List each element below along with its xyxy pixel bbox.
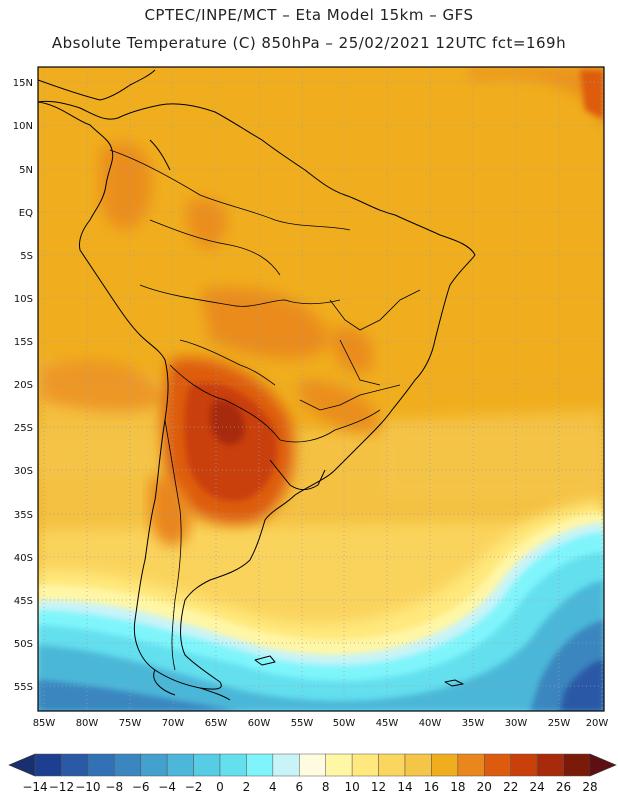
colorbar-label: 24 <box>530 780 545 794</box>
lat-label: 35S <box>14 510 33 521</box>
colorbar-swatch <box>114 753 141 777</box>
map-frame <box>37 66 605 712</box>
lon-label: 45W <box>376 718 399 729</box>
colorbar-min-arrow <box>8 753 36 777</box>
colorbar-label: 22 <box>503 780 518 794</box>
lon-label: 70W <box>162 718 185 729</box>
colorbar-swatch <box>484 753 511 777</box>
colorbar-swatch <box>536 753 564 777</box>
lon-label: 25W <box>548 718 571 729</box>
colorbar-label: 12 <box>371 780 386 794</box>
lon-label: 80W <box>76 718 99 729</box>
colorbar-max-arrow <box>589 753 617 777</box>
colorbar-label: 6 <box>295 780 303 794</box>
lat-label: 15S <box>14 337 33 348</box>
colorbar-label: 4 <box>269 780 277 794</box>
latitude-axis: 15N 10N 5N EQ 5S 10S 15S 20S 25S 30S 35S… <box>13 78 33 693</box>
lat-label: 5S <box>20 251 33 262</box>
lat-label: 40S <box>14 553 33 564</box>
coastline <box>38 69 476 701</box>
lon-label: 40W <box>419 718 442 729</box>
map-subtitle: Absolute Temperature (C) 850hPa – 25/02/… <box>51 34 567 52</box>
lat-label: 10N <box>13 121 33 132</box>
colorbar-swatch <box>61 753 89 777</box>
colorbar-label: −10 <box>75 780 100 794</box>
colorbar-label: 0 <box>216 780 224 794</box>
lat-lon-grid <box>38 67 604 711</box>
colorbar-swatch <box>193 753 221 777</box>
lat-label: 30S <box>14 466 33 477</box>
colorbar-label: 16 <box>424 780 439 794</box>
colorbar-swatch <box>325 753 353 777</box>
colorbar-labels: −14 −12 −10 −8 −6 −4 −2 0 2 4 6 8 10 12 14 16 18 20 22 24 26… <box>22 780 597 794</box>
lon-label: 35W <box>462 718 485 729</box>
colorbar-swatch <box>378 753 406 777</box>
lon-label: 65W <box>205 718 228 729</box>
colorbar-label: 26 <box>556 780 571 794</box>
lon-label: 50W <box>333 718 356 729</box>
colorbar-swatch <box>246 753 274 777</box>
colorbar-swatch <box>272 753 300 777</box>
colorbar-swatch <box>87 753 115 777</box>
colorbar-swatch <box>299 753 326 777</box>
colorbar-label: −4 <box>158 780 176 794</box>
colorbar-swatch <box>404 753 432 777</box>
longitude-axis: 85W 80W 75W 70W 65W 60W 55W 50W 45W 40W … <box>33 718 609 729</box>
colorbar-label: 20 <box>477 780 492 794</box>
colorbar-swatch <box>166 753 194 777</box>
colorbar-label: 8 <box>322 780 330 794</box>
lat-label: 20S <box>14 380 33 391</box>
lat-label: 45S <box>14 596 33 607</box>
colorbar-swatch <box>431 753 459 777</box>
colorbar-label: −8 <box>105 780 123 794</box>
colorbar-swatch <box>563 753 591 777</box>
colorbar-label: −12 <box>49 780 74 794</box>
colorbar-swatch <box>510 753 538 777</box>
colorbar-label: 18 <box>450 780 465 794</box>
lat-label: 50S <box>14 639 33 650</box>
colorbar-label: −6 <box>132 780 150 794</box>
colorbar-label: −14 <box>22 780 47 794</box>
colorbar <box>8 753 617 777</box>
lat-label: 15N <box>13 78 33 89</box>
colorbar-label: 2 <box>243 780 251 794</box>
colorbar-label: 14 <box>397 780 412 794</box>
lon-label: 75W <box>119 718 142 729</box>
colorbar-label: 10 <box>345 780 360 794</box>
lon-label: 55W <box>291 718 314 729</box>
colorbar-swatch <box>351 753 379 777</box>
country-borders <box>109 149 421 671</box>
colorbar-label: 28 <box>582 780 597 794</box>
lon-label: 60W <box>248 718 271 729</box>
temperature-field <box>38 67 604 711</box>
lon-label: 85W <box>33 718 56 729</box>
lat-label: 55S <box>14 682 33 693</box>
lat-label: 10S <box>14 294 33 305</box>
lon-label: 30W <box>505 718 528 729</box>
colorbar-swatch <box>457 753 485 777</box>
colorbar-swatch <box>34 753 62 777</box>
lat-label: 25S <box>14 423 33 434</box>
colorbar-swatch <box>219 753 247 777</box>
lat-label: EQ <box>19 208 33 219</box>
map-title: CPTEC/INPE/MCT – Eta Model 15km – GFS <box>144 6 474 24</box>
colorbar-label: −2 <box>185 780 203 794</box>
colorbar-swatch <box>140 753 168 777</box>
lat-label: 5N <box>19 165 33 176</box>
lon-label: 20W <box>586 718 609 729</box>
